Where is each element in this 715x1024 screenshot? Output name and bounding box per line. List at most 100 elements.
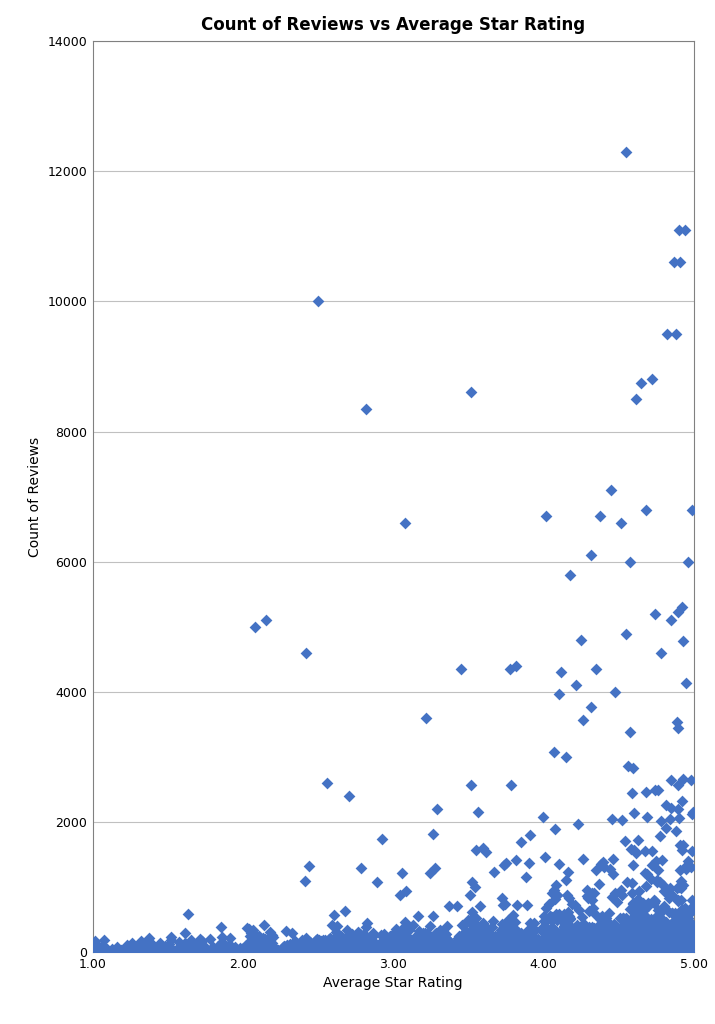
Point (646, 843, 658, 859)
Point (618, 940, 630, 956)
Point (478, 943, 490, 959)
Point (601, 919, 612, 935)
Point (670, 937, 681, 953)
Point (125, 943, 137, 959)
Point (551, 887, 562, 903)
Point (461, 944, 473, 961)
Point (371, 943, 383, 959)
Point (616, 942, 628, 958)
Point (505, 930, 516, 946)
Point (654, 921, 666, 937)
Point (676, 925, 687, 941)
Point (479, 926, 490, 942)
Point (620, 143, 632, 160)
Point (458, 927, 469, 943)
Point (165, 929, 177, 945)
Point (479, 940, 490, 956)
Point (399, 914, 410, 931)
Point (659, 942, 671, 958)
Point (531, 937, 542, 953)
Point (265, 930, 277, 946)
Point (511, 943, 523, 959)
Point (634, 941, 646, 957)
Point (684, 920, 695, 936)
Point (393, 927, 405, 943)
Point (679, 933, 691, 949)
Point (543, 933, 554, 949)
Point (483, 936, 494, 952)
Point (662, 944, 674, 961)
Point (546, 925, 557, 941)
Point (478, 928, 489, 944)
Point (524, 925, 536, 941)
Point (661, 933, 673, 949)
Point (518, 936, 529, 952)
Point (375, 942, 386, 958)
Point (196, 933, 207, 949)
Point (157, 942, 168, 958)
Point (398, 919, 409, 935)
Point (506, 942, 517, 958)
Point (674, 907, 685, 924)
Point (379, 940, 390, 956)
Point (543, 938, 554, 954)
Point (632, 942, 644, 958)
Point (561, 749, 572, 765)
Point (686, 502, 698, 518)
Point (628, 936, 639, 952)
Point (528, 941, 540, 957)
Point (503, 943, 515, 959)
Point (179, 943, 190, 959)
Point (663, 940, 674, 956)
Point (489, 933, 500, 949)
Point (599, 932, 611, 948)
Point (375, 934, 387, 950)
Point (556, 665, 567, 681)
Point (675, 940, 686, 956)
Point (396, 865, 408, 882)
Point (548, 936, 560, 952)
Point (657, 940, 669, 956)
Point (682, 939, 694, 955)
Point (583, 936, 595, 952)
Point (596, 939, 608, 955)
Point (633, 935, 645, 951)
Point (649, 942, 660, 958)
Point (616, 939, 628, 955)
Point (616, 941, 627, 957)
Point (629, 904, 641, 921)
Point (262, 935, 273, 951)
Point (673, 810, 684, 826)
Point (462, 943, 473, 959)
Point (682, 942, 694, 958)
Point (540, 944, 551, 961)
Point (620, 913, 631, 930)
Point (669, 943, 681, 959)
Point (630, 936, 641, 952)
Point (652, 916, 664, 933)
Point (668, 933, 679, 949)
Point (589, 938, 601, 954)
Point (669, 943, 680, 959)
Point (683, 938, 694, 954)
Point (665, 943, 676, 959)
Point (642, 897, 654, 913)
Point (676, 922, 688, 938)
Point (639, 926, 651, 942)
Point (573, 923, 585, 939)
Point (685, 938, 696, 954)
Point (523, 943, 535, 959)
Point (615, 933, 626, 949)
Point (626, 940, 638, 956)
Point (629, 941, 641, 957)
Point (653, 902, 664, 919)
Point (255, 942, 266, 958)
Point (556, 943, 567, 959)
Point (646, 927, 658, 943)
Point (576, 944, 588, 961)
Point (609, 944, 621, 961)
Point (375, 927, 387, 943)
Point (674, 932, 685, 948)
Point (543, 941, 555, 957)
Point (577, 935, 588, 951)
